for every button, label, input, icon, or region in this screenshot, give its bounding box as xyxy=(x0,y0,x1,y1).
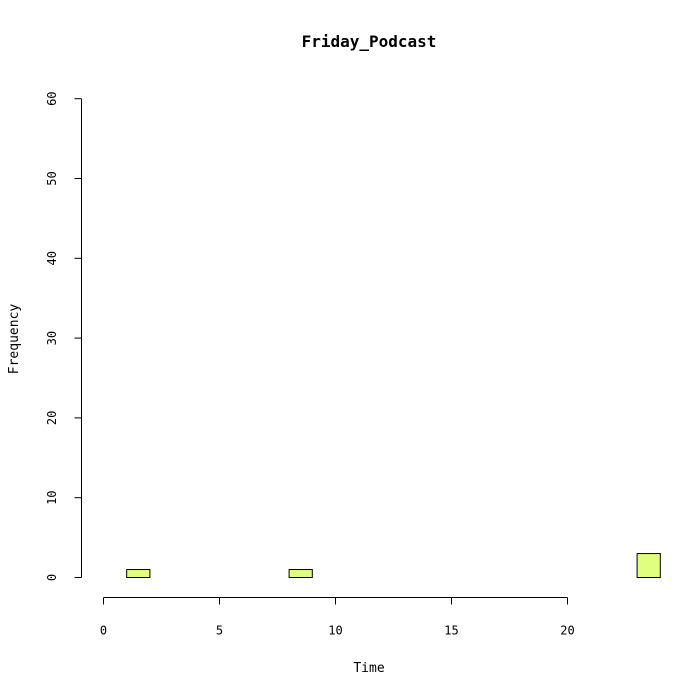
y-tick-label-20: 20 xyxy=(45,411,59,425)
y-tick-label-40: 40 xyxy=(45,251,59,265)
chart-title: Friday_Podcast xyxy=(302,32,437,51)
histogram-bar-1 xyxy=(126,569,151,579)
y-tick-label-10: 10 xyxy=(45,490,59,504)
y-axis: 0 10 20 30 40 50 60 xyxy=(45,91,82,581)
y-tick-label-0: 0 xyxy=(45,574,59,581)
bars-group xyxy=(126,553,661,579)
x-axis-label: Time xyxy=(353,661,384,676)
y-axis-label: Frequency xyxy=(7,304,22,375)
x-tick-label-15: 15 xyxy=(444,624,458,638)
x-tick-label-0: 0 xyxy=(100,624,107,638)
histogram-bar-8 xyxy=(288,569,313,579)
y-tick-label-30: 30 xyxy=(45,331,59,345)
x-axis: 0 5 10 15 20 xyxy=(100,597,575,638)
y-tick-label-60: 60 xyxy=(45,91,59,105)
y-tick-label-50: 50 xyxy=(45,171,59,185)
x-tick-label-5: 5 xyxy=(216,624,223,638)
histogram-bar-23 xyxy=(636,553,661,578)
x-tick-label-10: 10 xyxy=(328,624,342,638)
x-tick-label-20: 20 xyxy=(560,624,574,638)
